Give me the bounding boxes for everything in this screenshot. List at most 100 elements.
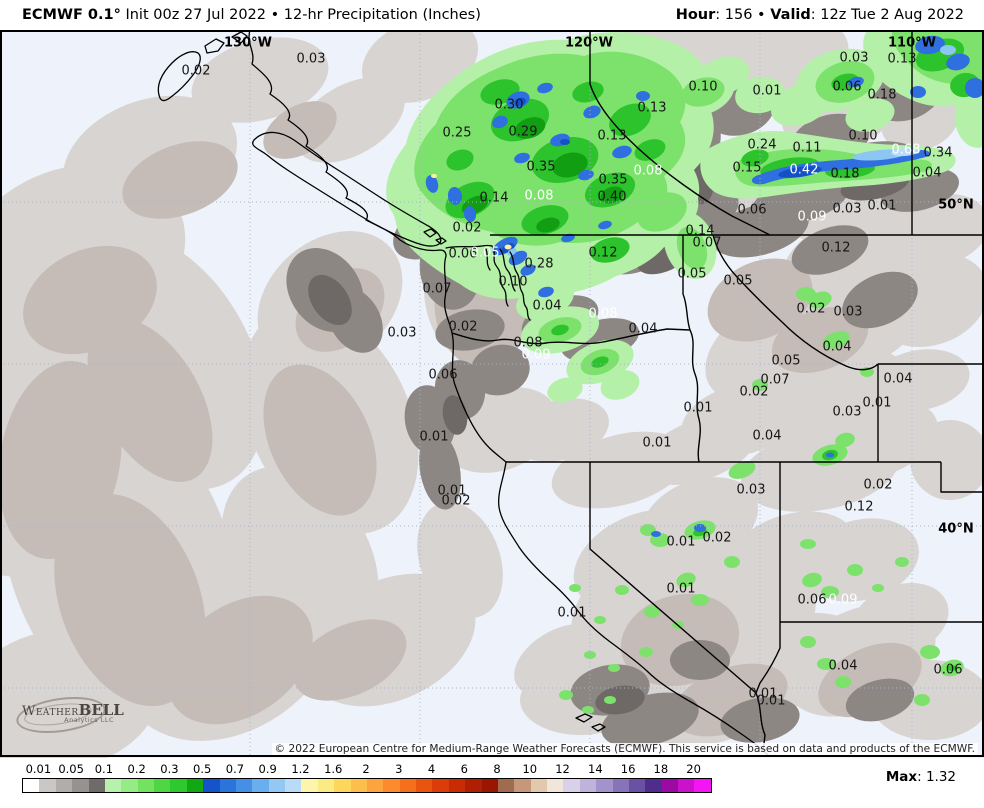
legend-tick-label: 1.6 [324, 762, 343, 776]
legend-tick-label: 3 [395, 762, 403, 776]
legend-color-segment [350, 779, 367, 792]
vancouver-island [252, 131, 442, 247]
valid-value: 12z Tue 2 Aug 2022 [820, 7, 964, 23]
puget-sound-inlet [499, 248, 516, 292]
precip-value-label: 0.01 [863, 396, 892, 411]
legend-color-segment [530, 779, 547, 792]
precip-value-label: 0.01 [558, 606, 587, 621]
precip-value-label: 0.35 [527, 160, 556, 175]
precip-value-label: 0.08 [589, 307, 618, 322]
legend-color-segment [285, 779, 302, 792]
precip-value-label: 0.01 [684, 401, 713, 416]
precip-value-label: 0.68 [892, 143, 921, 158]
legend-color-segment [678, 779, 695, 792]
precip-value-label: 0.04 [829, 659, 858, 674]
precip-value-label: 0.28 [525, 257, 554, 272]
max-value: 1.32 [925, 769, 956, 785]
legend-tick-label: 0.2 [127, 762, 146, 776]
puget-sound-inlet [485, 248, 491, 271]
precip-value-label: 0.01 [667, 535, 696, 550]
precip-value-label: 0.01 [420, 430, 449, 445]
precip-value-label: 0.34 [924, 146, 953, 161]
legend-color-segment [72, 779, 89, 792]
channel-island [591, 723, 606, 732]
legend-color-segment [563, 779, 580, 792]
legend-color-bar [22, 778, 712, 793]
legend-color-segment [235, 779, 253, 792]
legend-tick-label: 0.9 [258, 762, 277, 776]
grid-label: 110°W [888, 36, 936, 51]
legend-tick-label: 0.3 [160, 762, 179, 776]
nevada-arizona-border [755, 622, 781, 753]
legend-color-segment [170, 779, 187, 792]
precip-value-label: 0.05 [471, 246, 500, 261]
model-name: ECMWF 0.1° [22, 7, 121, 23]
precip-value-label: 0.01 [643, 436, 672, 451]
precip-value-label: 0.14 [480, 191, 509, 206]
bc-alberta-border [589, 30, 771, 236]
precip-value-label: 0.03 [297, 52, 326, 67]
precip-value-label: 0.25 [443, 126, 472, 141]
legend-color-segment [88, 779, 105, 792]
precip-value-label: 0.02 [182, 64, 211, 79]
legend-tick-label: 12 [555, 762, 570, 776]
graticule-labels: 130°W 120°W 110°W 50°N 40°N [224, 36, 974, 537]
legend-tick-label: 1.2 [291, 762, 310, 776]
precip-value-label: 0.09 [798, 210, 827, 225]
precip-value-label: 0.03 [834, 305, 863, 320]
precip-shading-deep-green [461, 117, 624, 233]
legend-tick-label: 6 [460, 762, 468, 776]
legend-color-segment [596, 779, 613, 792]
precip-value-label: 0.02 [864, 478, 893, 493]
legend-color-segment [252, 779, 269, 792]
precip-value-label: 0.10 [499, 275, 528, 290]
legend: 0.01 0.05 0.1 0.2 0.3 0.5 0.7 0.9 1.2 1.6 2 3 4 6 8 10 1… [0, 758, 984, 808]
legend-color-segment [383, 779, 400, 792]
precip-value-label: 0.06 [738, 203, 767, 218]
legend-color-segment [514, 779, 531, 792]
legend-color-segment [268, 779, 285, 792]
legend-color-segment [481, 779, 498, 792]
precip-value-label: 0.10 [849, 129, 878, 144]
precip-value-label: 0.03 [833, 405, 862, 420]
legend-color-segment [104, 779, 122, 792]
precip-value-label: 0.12 [589, 246, 618, 261]
legend-color-segment [366, 779, 384, 792]
gulf-island [435, 237, 447, 245]
legend-tick-label: 0.1 [94, 762, 114, 776]
strait-of-juan-de-fuca-coast [445, 244, 493, 249]
small-island [231, 31, 248, 44]
legend-color-segment [432, 779, 449, 792]
map-area: 130°W 120°W 110°W 50°N 40°N 0.02 0.03 0.30 0.25… [0, 30, 984, 758]
precip-value-label: 0.05 [772, 354, 801, 369]
legend-color-segment [317, 779, 335, 792]
precip-value-label: 0.09 [829, 593, 858, 608]
washington-oregon-border [451, 328, 691, 345]
precip-value-label: 0.06 [833, 80, 862, 95]
legend-color-segment [39, 779, 56, 792]
grid-label: 120°W [565, 36, 613, 51]
precip-value-label: 0.04 [753, 429, 782, 444]
precip-shading-taupe [0, 101, 922, 737]
legend-color-segment [628, 779, 646, 792]
legend-tick-labels: 0.01 0.05 0.1 0.2 0.3 0.5 0.7 0.9 1.2 1.6 2 3 4 6 8 10 1… [22, 762, 710, 776]
precip-value-label: 0.35 [599, 173, 628, 188]
idaho-montana-border [712, 234, 879, 371]
precip-value-label: 0.15 [733, 161, 762, 176]
valid-time: Hour: 156 • Valid: 12z Tue 2 Aug 2022 [675, 7, 964, 23]
grid-label: 130°W [224, 36, 272, 51]
gulf-island [423, 228, 437, 238]
precip-value-label: 0.01 [438, 484, 467, 499]
legend-tick-label: 0.7 [225, 762, 245, 776]
legend-color-segment [579, 779, 597, 792]
legend-color-segment [55, 779, 73, 792]
legend-tick-label: 14 [588, 762, 603, 776]
precip-value-label: 0.07 [423, 282, 452, 297]
legend-tick-label: 2 [362, 762, 370, 776]
precip-value-label: 0.09 [522, 348, 551, 363]
legend-color-segment [186, 779, 204, 792]
legend-color-segment [23, 779, 40, 792]
precip-value-label: 0.03 [833, 202, 862, 217]
legend-color-segment [154, 779, 171, 792]
